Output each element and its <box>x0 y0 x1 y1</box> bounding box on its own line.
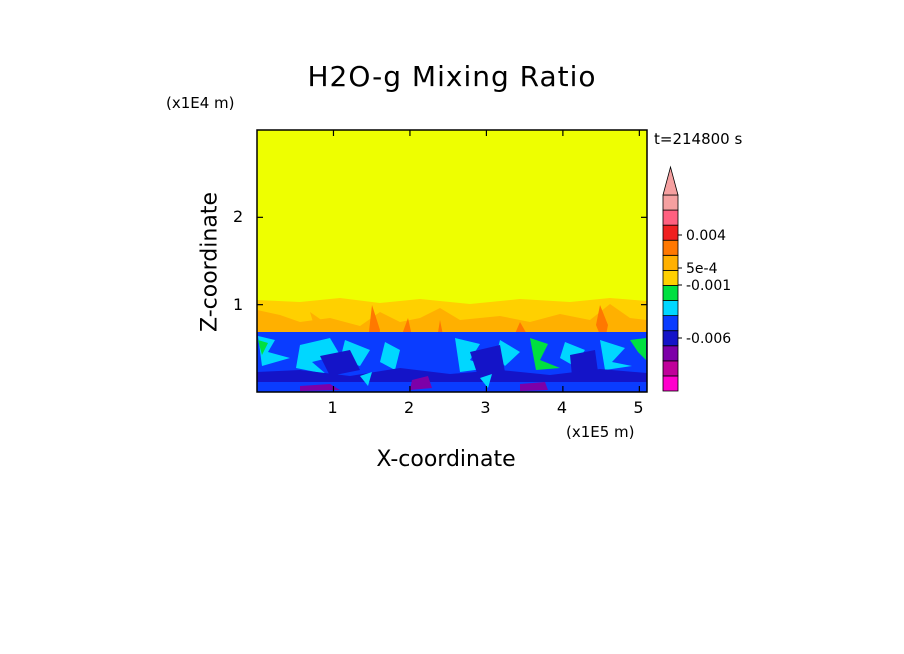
y-axis-label: Z-coordinate <box>197 192 223 332</box>
y-unit-label: (x1E4 m) <box>166 94 235 112</box>
eddy <box>380 342 400 370</box>
eddy <box>570 350 598 376</box>
eddy <box>630 338 646 360</box>
colorbar-label: 5e-4 <box>686 261 718 277</box>
colorbar-labels: 0.004 5e-4-0.001 -0.006 <box>678 228 731 347</box>
colorbar-segment <box>662 209 679 226</box>
time-label: t=214800 s <box>654 130 743 148</box>
x-unit-label: (x1E5 m) <box>566 423 635 441</box>
eddy <box>470 345 505 376</box>
surface-layer <box>410 376 432 390</box>
colorbar-segment <box>662 360 679 377</box>
x-tick-marks <box>332 130 640 392</box>
colorbar-segment <box>662 194 679 211</box>
colorbar-segment <box>662 269 679 286</box>
surface-layer <box>300 384 340 391</box>
y-tick-marks <box>257 216 647 306</box>
eddy <box>320 350 360 376</box>
eddy <box>560 342 585 366</box>
eddy <box>600 340 632 370</box>
x-tick-label: 5 <box>633 398 644 417</box>
transition-band-dark <box>257 304 647 340</box>
chart-title: H2O-g Mixing Ratio <box>307 60 597 93</box>
x-tick-label: 2 <box>403 398 415 417</box>
colorbar-segment <box>662 315 679 332</box>
colorbar-label: 0.004 <box>686 228 726 244</box>
surface-layer <box>360 372 372 386</box>
x-tick-label: 3 <box>480 398 491 417</box>
x-tick-label: 1 <box>327 398 338 417</box>
colorbar-segment <box>662 224 679 241</box>
surface-layer <box>257 382 647 392</box>
contour-field <box>257 130 647 392</box>
colorbar-segment <box>662 345 679 362</box>
x-axis-label: X-coordinate <box>376 447 516 472</box>
colorbar-segment <box>662 375 679 392</box>
upper-dry-region <box>257 130 647 310</box>
x-tick-label: 4 <box>556 398 568 417</box>
surface-layer <box>520 382 548 391</box>
colorbar-segment <box>662 239 679 256</box>
plume <box>310 312 330 332</box>
colorbar-segment <box>662 300 679 317</box>
colorbar-segment <box>662 285 679 301</box>
y-tick-label: 1 <box>233 294 244 314</box>
plot-frame <box>256 129 648 393</box>
colorbar <box>662 165 679 392</box>
eddy <box>296 338 340 374</box>
eddy <box>530 338 560 370</box>
eddy <box>258 340 268 355</box>
colorbar-extend-arrow <box>662 165 679 196</box>
colorbar-label: -0.006 <box>686 331 731 347</box>
colorbar-segment <box>662 254 679 271</box>
colorbar-label: -0.001 <box>686 278 731 294</box>
colorbar-segment <box>662 330 679 347</box>
surface-layer <box>480 374 492 388</box>
y-tick-label: 2 <box>233 207 244 227</box>
